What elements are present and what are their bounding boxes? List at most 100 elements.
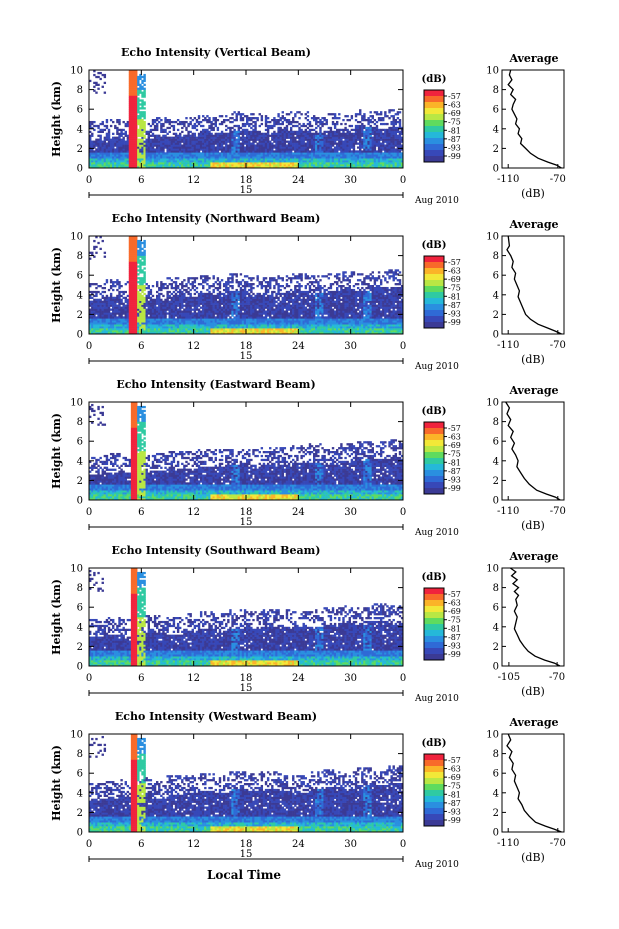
echo-cell bbox=[206, 140, 209, 143]
echo-cell bbox=[160, 158, 163, 161]
echo-cell bbox=[126, 142, 130, 145]
echo-cell bbox=[176, 119, 180, 122]
echo-cell bbox=[128, 160, 132, 163]
echo-cell bbox=[168, 330, 171, 333]
echo-cell bbox=[128, 150, 132, 153]
echo-cell bbox=[214, 160, 217, 163]
echo-cell bbox=[396, 136, 400, 139]
echo-cell bbox=[308, 154, 312, 157]
echo-cell bbox=[333, 150, 337, 153]
echo-cell bbox=[187, 308, 190, 311]
echo-cell bbox=[298, 128, 301, 132]
echo-cell bbox=[89, 124, 92, 128]
echo-cell bbox=[132, 79, 136, 83]
echo-cell bbox=[124, 324, 127, 327]
echo-cell bbox=[135, 294, 138, 298]
echo-cell bbox=[400, 128, 404, 132]
echo-cell bbox=[132, 71, 136, 75]
echo-cell bbox=[95, 326, 98, 329]
echo-cell bbox=[258, 160, 261, 163]
echo-cell bbox=[367, 150, 370, 153]
echo-cell bbox=[122, 164, 125, 167]
echo-cell bbox=[300, 134, 303, 137]
echo-cell bbox=[158, 138, 161, 141]
echo-cell bbox=[181, 312, 184, 315]
echo-cell bbox=[220, 146, 224, 149]
echo-cell bbox=[162, 314, 165, 317]
echo-cell bbox=[285, 134, 289, 137]
echo-cell bbox=[296, 146, 299, 149]
echo-cell bbox=[107, 164, 111, 167]
echo-cell bbox=[333, 136, 337, 139]
echo-cell bbox=[292, 142, 295, 145]
echo-cell bbox=[105, 300, 109, 303]
echo-cell bbox=[271, 132, 274, 135]
echo-cell bbox=[296, 142, 299, 145]
echo-cell bbox=[359, 144, 362, 147]
echo-cell bbox=[382, 142, 385, 145]
echo-cell bbox=[116, 298, 119, 301]
echo-cell bbox=[155, 128, 159, 132]
echo-cell bbox=[214, 156, 217, 159]
echo-cell bbox=[302, 130, 305, 134]
echo-cell bbox=[109, 286, 113, 290]
echo-cell bbox=[153, 330, 157, 333]
echo-cell bbox=[107, 132, 111, 135]
echo-cell bbox=[197, 154, 201, 157]
echo-cell bbox=[128, 275, 132, 278]
echo-cell bbox=[95, 330, 98, 333]
echo-cell bbox=[103, 148, 107, 151]
echo-cell bbox=[174, 138, 178, 141]
echo-cell bbox=[227, 166, 230, 169]
echo-cell bbox=[254, 166, 257, 169]
echo-cell bbox=[158, 134, 161, 137]
echo-cell bbox=[354, 160, 358, 163]
echo-cell bbox=[118, 160, 121, 163]
echo-cell bbox=[304, 124, 307, 128]
echo-cell bbox=[400, 130, 404, 134]
echo-cell bbox=[273, 119, 276, 122]
echo-cell bbox=[229, 132, 232, 135]
echo-cell bbox=[266, 162, 270, 165]
echo-cell bbox=[155, 312, 159, 315]
echo-cell bbox=[162, 136, 165, 139]
echo-cell bbox=[308, 146, 312, 149]
echo-cell bbox=[264, 158, 268, 161]
echo-cell bbox=[367, 156, 370, 159]
echo-cell bbox=[243, 162, 247, 165]
echo-cell bbox=[132, 160, 136, 163]
echo-cell bbox=[336, 158, 339, 161]
echo-cell bbox=[235, 164, 238, 167]
echo-cell bbox=[120, 152, 123, 155]
echo-cell bbox=[168, 162, 171, 165]
echo-cell bbox=[179, 328, 182, 331]
echo-cell bbox=[181, 146, 184, 149]
echo-cell bbox=[170, 152, 174, 155]
echo-cell bbox=[132, 93, 136, 96]
echo-cell bbox=[390, 152, 393, 155]
echo-cell bbox=[352, 146, 356, 149]
echo-cell bbox=[273, 117, 276, 120]
echo-cell bbox=[197, 122, 201, 126]
echo-cell bbox=[107, 166, 111, 169]
echo-cell bbox=[279, 134, 282, 137]
echo-cell bbox=[197, 162, 201, 165]
echo-cell bbox=[128, 316, 132, 319]
echo-cell bbox=[149, 290, 153, 294]
echo-cell bbox=[333, 122, 337, 126]
echo-cell bbox=[187, 134, 190, 137]
echo-cell bbox=[371, 142, 374, 145]
echo-cell bbox=[114, 136, 117, 139]
echo-cell bbox=[95, 286, 98, 290]
echo-cell bbox=[202, 162, 205, 165]
echo-cell bbox=[354, 154, 358, 157]
echo-cell bbox=[275, 148, 278, 151]
echo-cell bbox=[350, 117, 354, 120]
echo-cell bbox=[231, 146, 234, 149]
echo-cell bbox=[185, 160, 188, 163]
echo-cell bbox=[168, 130, 171, 134]
echo-cell bbox=[258, 156, 261, 159]
echo-cell bbox=[377, 152, 381, 155]
echo-cell bbox=[189, 154, 192, 157]
echo-cell bbox=[103, 255, 107, 258]
